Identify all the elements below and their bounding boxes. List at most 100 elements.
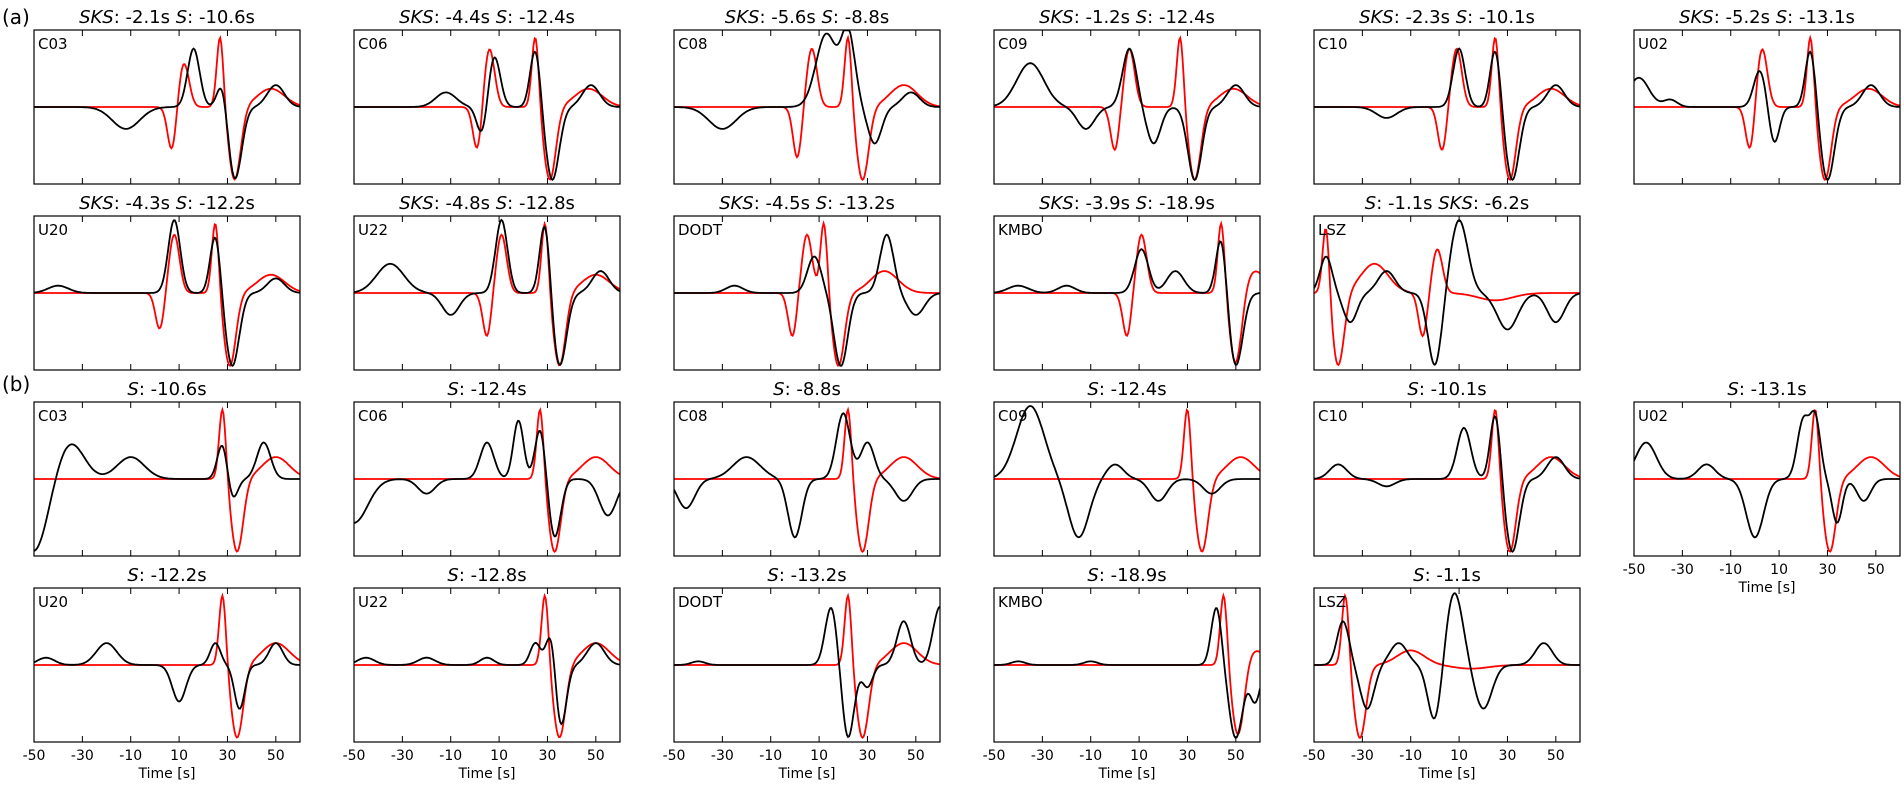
panel-frame <box>993 215 1261 371</box>
x-tick-label: -30 <box>711 748 734 764</box>
station-label: C03 <box>38 35 68 53</box>
phase-name: S <box>1365 193 1376 214</box>
panel-dodt-b: S: -13.2s DODT -50 -30 -10 10 30 50 Time [s] <box>663 565 941 782</box>
panel-u02-a: SKS: -5.2s S: -13.1s U02 <box>1633 7 1901 185</box>
phase-name: SKS <box>1039 193 1074 214</box>
observed-trace <box>994 47 1260 182</box>
synthetic-trace <box>34 222 300 367</box>
phase-name: SKS <box>1438 193 1473 214</box>
x-tick-label: 50 <box>587 748 605 764</box>
x-tick-label: -30 <box>1351 748 1374 764</box>
phase-name: S <box>447 379 458 400</box>
phase-delay: : -18.9s <box>1099 565 1167 586</box>
phase-delay: : -12.4s <box>1099 379 1167 400</box>
panel-frame <box>673 587 941 743</box>
synthetic-trace <box>1314 37 1580 181</box>
panel-frame <box>673 215 941 371</box>
panel-title: S: -13.1s <box>1727 379 1806 400</box>
phase-delay: : -10.6s <box>139 379 207 400</box>
phase-name: S <box>176 193 187 214</box>
phase-name: SKS <box>79 7 114 28</box>
panel-frame <box>353 215 621 371</box>
phase-delay: : -4.8s <box>434 193 496 214</box>
x-tick-label: -10 <box>439 748 462 764</box>
panel-frame <box>1633 401 1901 557</box>
station-label: C08 <box>678 407 708 425</box>
panel-frame <box>673 29 941 185</box>
synthetic-trace <box>34 34 300 181</box>
panel-u20-b: S: -12.2s U20 -50 -30 -10 10 30 50 Time [s] <box>23 565 301 782</box>
panel-title: SKS: -4.4s S: -12.4s <box>399 7 575 28</box>
station-label: C09 <box>998 407 1028 425</box>
synthetic-trace <box>354 220 620 367</box>
x-tick-label: -30 <box>1671 562 1694 578</box>
phase-delay: : -12.8s <box>459 565 527 586</box>
synthetic-trace <box>354 592 620 739</box>
phase-name: S <box>1136 7 1147 28</box>
phase-name: SKS <box>1039 7 1074 28</box>
panel-c10-a: SKS: -2.3s S: -10.1s C10 <box>1313 7 1581 185</box>
panel-title: S: -18.9s <box>1087 565 1166 586</box>
phase-delay: : -4.5s <box>754 193 816 214</box>
observed-trace <box>34 441 300 552</box>
phase-delay: : -10.1s <box>1467 7 1535 28</box>
panel-title: SKS: -4.5s S: -13.2s <box>719 193 895 214</box>
observed-trace <box>1314 219 1580 366</box>
panel-title: S: -12.8s <box>447 565 526 586</box>
observed-trace <box>674 30 940 145</box>
station-label: C10 <box>1318 407 1348 425</box>
phase-delay: : -5.6s <box>759 7 821 28</box>
panel-u22-b: S: -12.8s U22 -50 -30 -10 10 30 50 Time [s] <box>343 565 621 782</box>
observed-trace <box>994 240 1260 366</box>
station-label: DODT <box>678 221 723 239</box>
observed-trace <box>354 419 620 538</box>
phase-name: S <box>1727 379 1738 400</box>
station-label: U22 <box>358 593 388 611</box>
synthetic-trace <box>354 407 620 554</box>
x-tick-label: 50 <box>267 748 285 764</box>
panel-frame <box>1313 587 1581 743</box>
phase-delay: : -12.8s <box>507 193 575 214</box>
panel-title: SKS: -5.6s S: -8.8s <box>725 7 889 28</box>
observed-trace <box>994 405 1260 539</box>
x-axis-label: Time [s] <box>778 766 836 782</box>
synthetic-trace <box>1634 34 1900 181</box>
x-axis-label: Time [s] <box>458 766 516 782</box>
phase-name: S <box>127 379 138 400</box>
panel-c09-a: SKS: -1.2s S: -12.4s C09 <box>993 7 1261 185</box>
phase-delay: : -1.2s <box>1074 7 1136 28</box>
station-label: C09 <box>998 35 1028 53</box>
panel-u20-a: SKS: -4.3s S: -12.2s U20 <box>33 193 301 371</box>
x-axis-label: Time [s] <box>138 766 196 782</box>
phase-name: S <box>496 193 507 214</box>
panel-frame <box>993 587 1261 743</box>
station-label: U22 <box>358 221 388 239</box>
x-tick-label: 10 <box>170 748 188 764</box>
phase-name: S <box>127 565 138 586</box>
station-label: LSZ <box>1318 593 1346 611</box>
x-tick-label: -10 <box>119 748 142 764</box>
station-label: C06 <box>358 407 388 425</box>
panel-title: SKS: -3.9s S: -18.9s <box>1039 193 1215 214</box>
x-tick-label: -10 <box>759 748 782 764</box>
panel-frame <box>1313 29 1581 185</box>
panel-frame <box>993 29 1261 185</box>
part-label-a: (a) <box>2 5 30 29</box>
panel-title: SKS: -4.8s S: -12.8s <box>399 193 575 214</box>
station-label: C03 <box>38 407 68 425</box>
part-label-b: (b) <box>2 372 30 396</box>
phase-delay: : -5.2s <box>1714 7 1776 28</box>
phase-delay: : -12.4s <box>507 7 575 28</box>
synthetic-trace <box>34 592 300 739</box>
phase-name: S <box>1776 7 1787 28</box>
panel-c03-a: SKS: -2.1s S: -10.6s C03 <box>33 7 301 185</box>
panel-c09-b: S: -12.4s C09 <box>993 379 1261 557</box>
panel-kmbo-a: SKS: -3.9s S: -18.9s KMBO <box>993 193 1261 371</box>
phase-name: S <box>1136 193 1147 214</box>
panel-frame <box>33 401 301 557</box>
phase-name: S <box>816 193 827 214</box>
observed-trace <box>674 233 940 367</box>
phase-name: S <box>1087 379 1098 400</box>
synthetic-trace <box>994 220 1260 364</box>
